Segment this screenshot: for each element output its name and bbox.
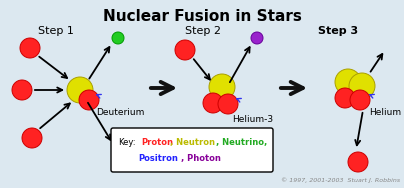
Circle shape: [209, 74, 235, 100]
Text: Proton: Proton: [141, 138, 173, 147]
Circle shape: [348, 152, 368, 172]
Circle shape: [251, 32, 263, 44]
Circle shape: [22, 128, 42, 148]
Text: Deuterium: Deuterium: [96, 108, 144, 117]
Circle shape: [350, 90, 370, 110]
Circle shape: [335, 88, 355, 108]
Text: Step 3: Step 3: [318, 26, 358, 36]
Text: Helium-3: Helium-3: [232, 115, 273, 124]
FancyBboxPatch shape: [111, 128, 273, 172]
Circle shape: [79, 90, 99, 110]
Circle shape: [67, 77, 93, 103]
Text: Positron: Positron: [138, 154, 178, 163]
Circle shape: [175, 40, 195, 60]
Circle shape: [203, 93, 223, 113]
Text: , Photon: , Photon: [181, 154, 221, 163]
Circle shape: [20, 38, 40, 58]
Circle shape: [112, 32, 124, 44]
Text: Helium: Helium: [369, 108, 401, 117]
Circle shape: [218, 94, 238, 114]
Circle shape: [12, 80, 32, 100]
Circle shape: [349, 73, 375, 99]
Text: Step 1: Step 1: [38, 26, 74, 36]
Text: Step 2: Step 2: [185, 26, 221, 36]
Text: , Neutron: , Neutron: [170, 138, 215, 147]
Text: © 1997, 2001-2003  Stuart J. Robbins: © 1997, 2001-2003 Stuart J. Robbins: [281, 177, 400, 183]
Text: Nuclear Fusion in Stars: Nuclear Fusion in Stars: [103, 9, 301, 24]
Circle shape: [335, 69, 361, 95]
Text: , Neutrino,: , Neutrino,: [216, 138, 267, 147]
Text: Key:: Key:: [118, 138, 135, 147]
Circle shape: [112, 142, 124, 154]
